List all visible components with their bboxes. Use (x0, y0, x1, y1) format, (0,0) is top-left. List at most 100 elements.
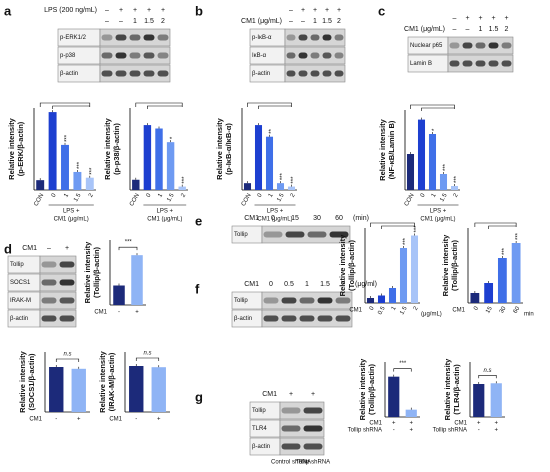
band-label: p-ERK1/2 (60, 35, 87, 41)
x-tick-label: 0 (420, 192, 427, 198)
band (299, 297, 315, 304)
bar (405, 409, 417, 417)
bar (61, 144, 69, 190)
band (335, 297, 351, 304)
band-label: β-actin (252, 444, 270, 450)
band (157, 70, 169, 77)
lane-label: + (289, 391, 293, 398)
lane-label: – (105, 7, 109, 14)
bracket (39, 102, 91, 109)
y-axis-label: Relative intensity (441, 234, 450, 297)
lane-label: – (453, 26, 457, 33)
band (501, 42, 512, 49)
bracket (247, 102, 292, 109)
bracket (135, 357, 160, 361)
lane-label: 2 (505, 26, 509, 33)
band (59, 261, 75, 268)
x-tick-label: - (118, 310, 120, 316)
band (334, 70, 344, 77)
bar (388, 288, 397, 303)
band (310, 70, 320, 77)
x-tick-label: 1 (268, 192, 275, 198)
lane-label: 1 (313, 18, 317, 25)
band (263, 315, 279, 322)
lane-label: 0.5 (284, 281, 294, 288)
band-label: Nuclear p65 (410, 43, 443, 49)
y-axis-label: (TLR4/β-actin) (452, 364, 461, 415)
band (285, 231, 305, 238)
band (298, 34, 308, 41)
band (303, 425, 323, 432)
x-row-value: - (478, 428, 480, 434)
y-axis-label: (NF-κB/Lamin B) (387, 120, 396, 179)
band (281, 425, 301, 432)
band (475, 42, 486, 49)
group-label: CM1 (μg/mL) (54, 217, 89, 223)
band (317, 297, 333, 304)
y-axis-label: Relative intensity (98, 350, 107, 413)
y-axis-label: (Tollip/β-actin) (347, 239, 356, 291)
bar (366, 298, 375, 303)
bar (490, 383, 502, 417)
bar (49, 367, 64, 412)
lane-label: 1.5 (320, 281, 330, 288)
band (299, 315, 315, 322)
band (334, 34, 344, 41)
band (59, 279, 75, 286)
group-label: CM1 (μg/mL) (420, 217, 455, 223)
panel-letter: f (195, 281, 200, 296)
panel-letter: a (4, 3, 12, 18)
x-row-value: + (409, 428, 413, 434)
band (488, 42, 499, 49)
blot-header-label: CM1 (244, 215, 259, 222)
lane-label: 1 (479, 26, 483, 33)
blot-header-label: CM1 (μg/mL) (241, 18, 282, 25)
y-axis-label: (SOCS1/β-actin) (27, 353, 36, 411)
band (322, 52, 332, 59)
band-label: IκB-α (252, 53, 267, 59)
annotation: *** (182, 176, 188, 184)
y-axis-label: (IRAK-M/β-actin) (107, 352, 116, 411)
x-suffix: min (524, 312, 534, 318)
bar (473, 384, 485, 417)
bar (113, 285, 125, 305)
annotation: *** (443, 163, 449, 171)
annotation: *** (89, 167, 95, 175)
y-axis-label: Relative intensity (18, 350, 27, 413)
x-prefix: CM1 (109, 417, 122, 423)
bar (151, 367, 166, 412)
x-tick-label: - (55, 417, 57, 423)
annotation: *** (516, 232, 522, 240)
group-label: LPS + (157, 209, 174, 215)
x-row-label: Tollip shRNA (433, 428, 467, 434)
x-row-value: - (393, 428, 395, 434)
lane-label: + (478, 15, 482, 22)
band (317, 315, 333, 322)
lane-label: – (119, 18, 123, 25)
lane-label: – (301, 18, 305, 25)
blot-strip (39, 273, 77, 292)
bar (129, 366, 144, 412)
band (303, 407, 323, 414)
bar (287, 186, 296, 190)
lane-label: 1.5 (144, 18, 154, 25)
band-label: SOCS1 (10, 280, 31, 286)
group-label: CM1 (μg/mL) (257, 217, 292, 223)
lane-label: 2 (337, 18, 341, 25)
lane-unit: (min) (353, 215, 369, 222)
annotation: n.s (483, 368, 491, 374)
annotation: *** (65, 134, 71, 142)
x-tick-label: 0 (473, 305, 480, 311)
bar (417, 119, 426, 190)
bar (132, 179, 140, 190)
band-label: Tollip (234, 298, 248, 304)
band (101, 70, 113, 77)
band (59, 315, 75, 322)
band (449, 60, 460, 67)
bar (470, 293, 480, 303)
lane-label: – (466, 26, 470, 33)
band-label: β-actin (60, 71, 78, 77)
x-suffix: (μg/mL) (421, 312, 442, 318)
band-label: β-actin (252, 71, 270, 77)
bar (48, 112, 57, 190)
